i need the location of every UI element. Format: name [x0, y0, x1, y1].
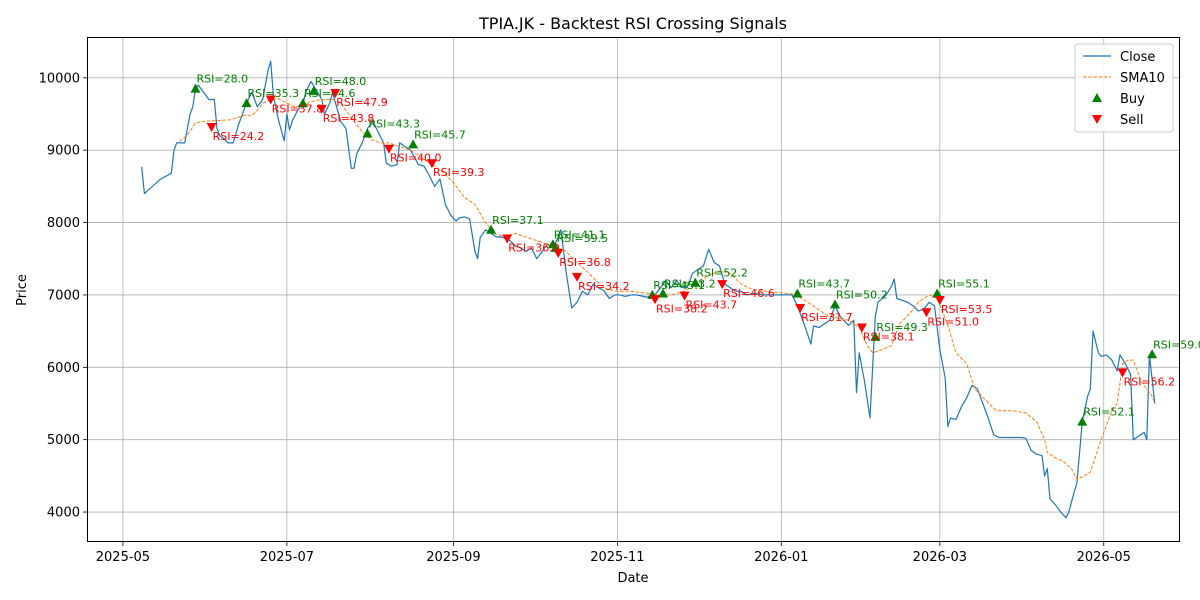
buy-rsi-label: RSI=52.1	[1083, 406, 1135, 419]
y-tick-label: 6000	[47, 361, 80, 376]
buy-rsi-label: RSI=50.2	[836, 288, 888, 301]
buy-rsi-label: RSI=41.1	[554, 228, 606, 241]
sell-marker	[553, 248, 564, 258]
y-tick-label: 4000	[47, 506, 80, 521]
buy-marker	[1147, 349, 1158, 359]
buy-marker	[658, 288, 669, 298]
legend-sell-swatch	[1092, 115, 1102, 124]
buy-marker	[362, 128, 373, 138]
y-tick-label: 5000	[47, 433, 80, 448]
tick-layer: 2025-05 2025-07 2025-09 2025-11 2026-01 2026-…	[39, 71, 1131, 565]
legend-label-sell: Sell	[1120, 113, 1143, 128]
grid	[88, 38, 1179, 541]
buy-marker	[932, 288, 943, 298]
legend-label-buy: Buy	[1120, 92, 1145, 107]
buy-rsi-label: RSI=49.3	[876, 321, 928, 334]
x-tick-label: 2025-09	[426, 550, 480, 565]
sell-marker	[717, 280, 728, 290]
sma10-line	[179, 98, 1156, 480]
sell-rsi-label: RSI=39.3	[433, 166, 485, 179]
buy-marker	[830, 299, 841, 309]
chart-title: TPIA.JK - Backtest RSI Crossing Signals	[478, 14, 787, 33]
sell-rsi-label: RSI=24.2	[213, 130, 265, 143]
x-tick-label: 2026-03	[913, 550, 967, 565]
buy-marker	[297, 98, 308, 108]
buy-rsi-label: RSI=43.2	[664, 277, 716, 290]
sell-marker	[795, 303, 806, 313]
sell-marker	[856, 323, 867, 333]
buy-marker	[408, 139, 419, 149]
legend-box	[1074, 43, 1174, 133]
sell-marker	[426, 159, 437, 169]
x-tick-label: 2025-05	[96, 550, 150, 565]
buy-rsi-label: RSI=35.3	[248, 87, 300, 100]
sell-marker	[572, 272, 583, 282]
y-tick-label: 8000	[47, 216, 80, 231]
sell-marker	[316, 104, 327, 114]
x-tick-label: 2026-05	[1077, 550, 1131, 565]
buy-marker	[241, 98, 252, 108]
buy-marker	[792, 288, 803, 298]
sell-marker	[502, 234, 513, 244]
buy-rsi-label: RSI=44.6	[304, 87, 356, 100]
buy-rsi-label: RSI=59.0	[1153, 338, 1200, 351]
buy-marker	[1077, 416, 1088, 426]
legend-label-sma: SMA10	[1120, 71, 1165, 86]
buy-rsi-label: RSI=28.0	[196, 73, 248, 86]
sell-rsi-label: RSI=36.8	[559, 256, 611, 269]
plot-frame	[87, 37, 1180, 542]
buy-marker	[870, 331, 881, 341]
sell-rsi-label: RSI=47.9	[336, 96, 388, 109]
sell-rsi-label: RSI=34.2	[578, 280, 630, 293]
sell-rsi-label: RSI=31.7	[801, 311, 853, 324]
sell-rsi-label: RSI=43.7	[686, 299, 738, 312]
y-tick-label: 10000	[39, 71, 80, 86]
sell-rsi-label: RSI=37.8	[272, 103, 324, 116]
legend: Close SMA10 Buy Sell	[1074, 43, 1174, 133]
buy-rsi-label: RSI=37.1	[492, 214, 544, 227]
sell-rsi-label: RSI=36.0	[508, 241, 560, 254]
sell-rsi-label: RSI=38.1	[863, 330, 915, 343]
legend-buy-swatch	[1092, 93, 1102, 102]
buy-marker	[308, 85, 319, 95]
sell-marker	[206, 123, 217, 133]
sell-rsi-label: RSI=43.8	[323, 112, 375, 125]
sell-marker	[330, 89, 341, 99]
buy-rsi-label: RSI=45.7	[414, 128, 466, 141]
buy-rsi-label: RSI=55.1	[938, 277, 990, 290]
sell-rsi-label: RSI=38.2	[656, 302, 708, 315]
x-tick-label: 2025-07	[260, 550, 314, 565]
sell-marker	[265, 95, 276, 105]
buy-rsi-label: RSI=43.3	[368, 118, 420, 131]
sell-marker	[649, 295, 660, 305]
buy-rsi-label: RSI=39.5	[557, 232, 609, 245]
sell-marker	[1117, 368, 1128, 378]
sell-marker	[679, 291, 690, 301]
buy-rsi-label: RSI=43.7	[798, 277, 850, 290]
sell-marker	[934, 295, 945, 305]
buy-marker	[486, 224, 497, 234]
y-tick-label: 9000	[47, 144, 80, 159]
x-axis-label: Date	[617, 571, 648, 586]
sell-marker	[921, 308, 932, 318]
y-axis-label: Price	[15, 274, 30, 306]
buy-marker	[190, 83, 201, 93]
buy-marker	[690, 277, 701, 287]
sell-rsi-label: RSI=56.2	[1124, 375, 1176, 388]
buy-rsi-label: RSI=45.1	[653, 279, 705, 292]
sell-rsi-label: RSI=53.5	[941, 303, 993, 316]
sell-rsi-label: RSI=46.6	[723, 287, 775, 300]
buy-rsi-label: RSI=48.0	[315, 75, 367, 88]
sell-marker	[383, 144, 394, 154]
buy-rsi-label: RSI=52.2	[696, 267, 748, 280]
sell-rsi-label: RSI=51.0	[927, 315, 979, 328]
x-tick-label: 2025-11	[590, 550, 644, 565]
y-tick-label: 7000	[47, 288, 80, 303]
legend-label-close: Close	[1120, 50, 1155, 65]
x-tick-label: 2026-01	[754, 550, 808, 565]
